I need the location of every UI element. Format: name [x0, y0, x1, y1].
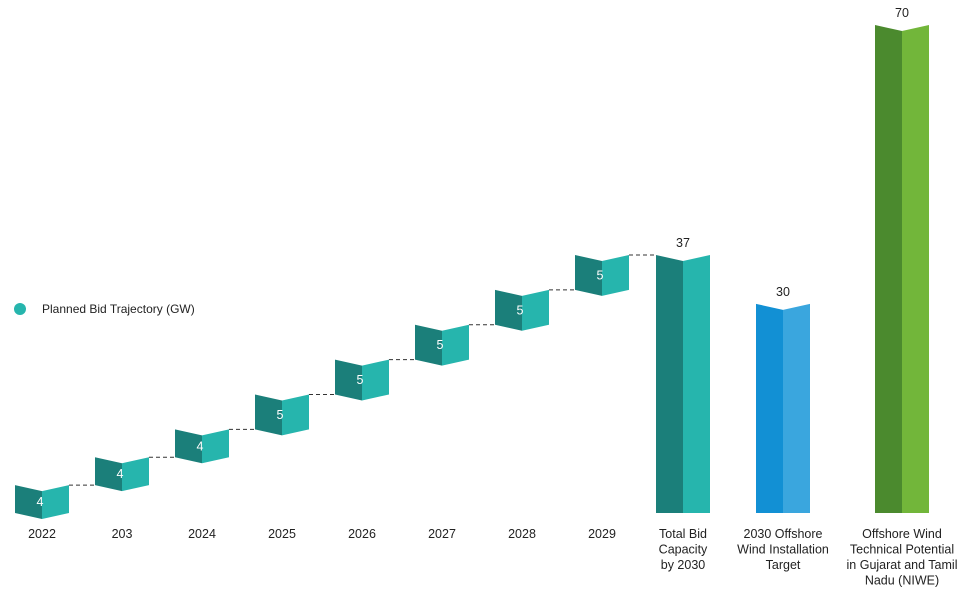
step-value-label: 4	[37, 495, 44, 509]
step-bar-side	[522, 289, 549, 331]
step-category-label: 2024	[188, 527, 216, 541]
total-bar-front	[875, 25, 902, 513]
step-bar-side	[442, 324, 469, 366]
total-category-label: 2030 Offshore	[744, 527, 823, 541]
step-value-label: 5	[517, 303, 524, 317]
step-bar-front	[335, 359, 362, 401]
total-bar-front	[756, 303, 783, 513]
step-category-label: 2029	[588, 527, 616, 541]
total-category-label: by 2030	[661, 558, 706, 572]
total-category-label: in Gujarat and Tamil	[847, 558, 958, 572]
step-bar-front	[95, 457, 122, 492]
total-category-label: Wind Installation	[737, 543, 829, 557]
step-category-label: 2025	[268, 527, 296, 541]
total-category-label: Technical Potential	[850, 543, 954, 557]
total-value-label: 70	[895, 6, 909, 20]
total-value-label: 37	[676, 236, 690, 250]
total-category-label: Offshore Wind	[862, 527, 942, 541]
step-bar-side	[122, 457, 149, 492]
step-bar-side	[202, 429, 229, 464]
legend: Planned Bid Trajectory (GW)	[14, 302, 195, 316]
step-value-label: 5	[357, 373, 364, 387]
total-value-label: 30	[776, 285, 790, 299]
step-value-label: 4	[197, 439, 204, 453]
step-bar-side	[602, 255, 629, 296]
total-bar-front	[656, 255, 683, 514]
total-bar-side	[902, 25, 929, 513]
total-category-label: Capacity	[659, 543, 708, 557]
step-value-label: 5	[277, 408, 284, 422]
total-category-label: Total Bid	[659, 527, 707, 541]
step-bar-front	[495, 289, 522, 331]
total-bar-side	[683, 255, 710, 514]
legend-marker	[14, 303, 26, 315]
step-category-label: 203	[112, 527, 133, 541]
step-bar-front	[15, 485, 42, 519]
step-category-label: 2028	[508, 527, 536, 541]
step-bar-side	[282, 394, 309, 436]
step-category-label: 2026	[348, 527, 376, 541]
step-bar-front	[255, 394, 282, 436]
step-bar-side	[362, 359, 389, 401]
total-bar-side	[783, 303, 810, 513]
total-category-label: Target	[766, 558, 801, 572]
total-category-label: Nadu (NIWE)	[865, 574, 939, 588]
step-bar-front	[175, 429, 202, 464]
step-value-label: 5	[597, 268, 604, 282]
step-value-label: 5	[437, 338, 444, 352]
step-bar-side	[42, 485, 69, 519]
step-category-label: 2027	[428, 527, 456, 541]
step-category-label: 2022	[28, 527, 56, 541]
step-bar-front	[415, 324, 442, 366]
legend-label: Planned Bid Trajectory (GW)	[42, 302, 195, 316]
step-bar-front	[575, 255, 602, 296]
step-value-label: 4	[117, 467, 124, 481]
